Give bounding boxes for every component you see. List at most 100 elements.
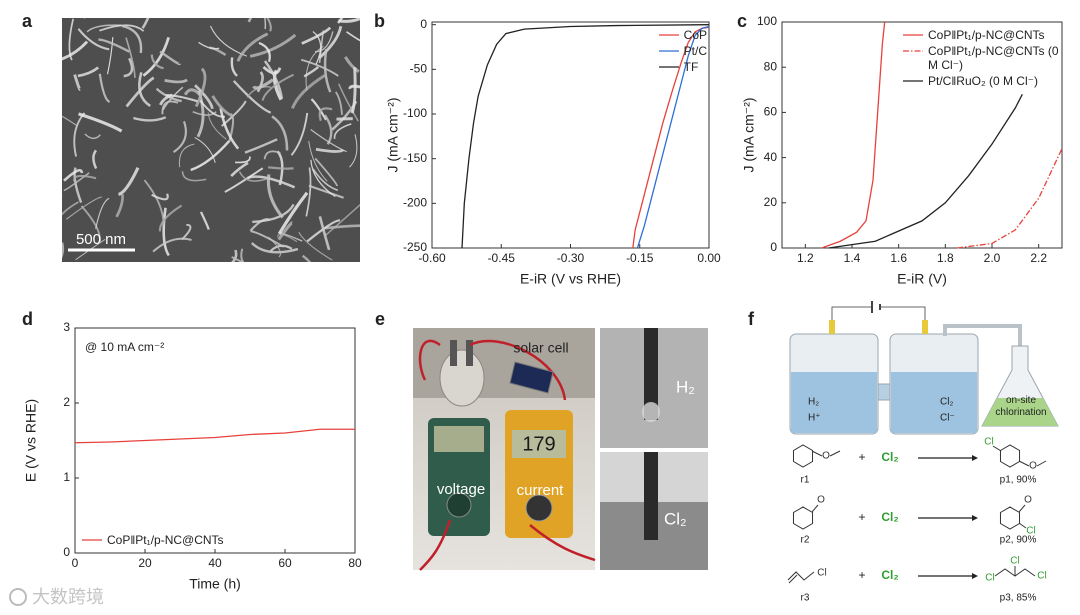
multimeter-dial <box>446 492 472 518</box>
x-tick-label: 80 <box>348 556 362 570</box>
sem-flake <box>194 67 207 108</box>
sem-flake <box>198 41 220 50</box>
sem-flake <box>290 74 326 109</box>
sem-flake <box>73 74 82 91</box>
sem-flake <box>141 18 150 30</box>
sem-flake <box>349 134 358 168</box>
sem-flake <box>250 230 285 248</box>
sem-flake <box>264 18 267 30</box>
sem-flake <box>99 24 145 32</box>
electrode <box>450 340 457 366</box>
sem-flake <box>84 133 101 140</box>
sem-flake <box>224 167 264 193</box>
sem-flake <box>271 115 289 151</box>
sem-flake <box>235 156 251 164</box>
legend-entry: CoP‖Pt₁/p-NC@CNTs (0 M Cl⁻) <box>902 44 1060 72</box>
y-axis-title: E (V vs RHE) <box>23 399 39 482</box>
legend-label: CoP <box>683 28 707 42</box>
legend-swatch <box>903 50 923 52</box>
sem-flake <box>232 80 272 114</box>
sem-flake <box>194 84 214 110</box>
cell-label: Cl₂ <box>940 397 953 408</box>
electrode <box>466 340 473 366</box>
photo-label: voltage <box>437 481 485 498</box>
legend-swatch <box>658 34 679 36</box>
legend-entry: TF <box>658 60 707 74</box>
sem-flake <box>310 129 347 153</box>
sem-flake <box>115 194 124 218</box>
sem-flake <box>323 48 332 93</box>
sem-flake <box>314 157 338 187</box>
cell-label: H⁺ <box>808 413 821 424</box>
y-axis-title: J (mA cm⁻²) <box>741 97 757 172</box>
sem-flake <box>231 249 238 262</box>
panel-letter: d <box>22 309 33 329</box>
cell-label: H₂ <box>808 397 819 408</box>
sem-flake <box>240 248 245 262</box>
sem-flake <box>230 57 238 77</box>
y-tick-label: 1 <box>63 470 70 484</box>
legend-label: Pt/C‖RuO₂ (0 M Cl⁻) <box>928 74 1038 88</box>
y-tick-label: 60 <box>764 105 778 119</box>
y-tick-label: 0 <box>63 545 70 559</box>
y-tick-label: 80 <box>764 59 778 73</box>
panel-letter: c <box>737 11 747 31</box>
y-tick-label: 2 <box>63 395 70 409</box>
cell-label: Cl⁻ <box>940 413 955 424</box>
sem-flake <box>305 167 312 217</box>
arrow-head <box>972 515 978 521</box>
sem-texture <box>62 18 360 262</box>
sem-flake <box>301 26 332 45</box>
y-tick-label: 40 <box>764 150 778 164</box>
bond <box>792 444 814 468</box>
sem-flake <box>62 195 63 199</box>
sem-flake <box>207 112 227 140</box>
product-label: p2, 90% <box>1000 535 1037 546</box>
data-line <box>461 24 710 249</box>
bond <box>1018 460 1030 467</box>
sem-flake <box>231 256 245 262</box>
sem-flake <box>125 37 136 78</box>
sem-flake <box>150 54 164 70</box>
sem-image <box>62 18 360 262</box>
photo-label: H₂ <box>676 377 695 396</box>
x-tick-label: 1.4 <box>844 251 861 265</box>
wire <box>418 339 567 401</box>
sem-flake <box>98 38 130 53</box>
gas-tube <box>943 324 1022 348</box>
panel-letter: b <box>374 11 385 31</box>
legend-swatch <box>903 34 923 36</box>
data-line <box>828 94 1023 249</box>
reactant-label: r1 <box>801 475 810 486</box>
legend: CoP‖Pt₁/p-NC@CNTs <box>81 533 224 547</box>
sem-flake <box>290 112 309 156</box>
legend-entry: CoP‖Pt₁/p-NC@CNTs <box>902 28 1060 42</box>
legend: CoP‖Pt₁/p-NC@CNTs CoP‖Pt₁/p-NC@CNTs (0 M … <box>902 28 1060 88</box>
sem-flake <box>312 30 322 65</box>
legend-label: CoP‖Pt₁/p-NC@CNTs (0 M Cl⁻) <box>928 44 1059 72</box>
flask-liquid <box>982 398 1058 426</box>
sem-flake <box>334 91 343 115</box>
bond <box>992 445 1002 452</box>
sem-flake <box>258 41 271 63</box>
annotation: @ 10 mA cm⁻² <box>85 340 164 354</box>
sem-flake <box>121 24 143 54</box>
multimeter-display <box>434 426 484 452</box>
sem-flake <box>106 37 114 75</box>
wire <box>831 306 926 330</box>
electrolyte <box>891 372 977 433</box>
sem-flake <box>162 207 170 257</box>
sem-flake <box>266 18 272 32</box>
x-tick-label: 1.6 <box>890 251 907 265</box>
photo-label: solar cell <box>513 340 568 356</box>
y-tick-label: 100 <box>757 14 777 28</box>
electrolyte <box>791 372 877 433</box>
sem-flake <box>190 140 231 172</box>
data-line <box>636 25 710 249</box>
sem-flake <box>172 121 187 153</box>
sem-flake <box>73 174 97 182</box>
sem-flake <box>158 204 183 232</box>
reaction-scheme: r1 + Cl₂ p1, 90% r2 + Cl₂ p2, 90% r3 + Cl₂ p3, 85% O… <box>787 437 1047 604</box>
sem-flake <box>62 115 78 127</box>
